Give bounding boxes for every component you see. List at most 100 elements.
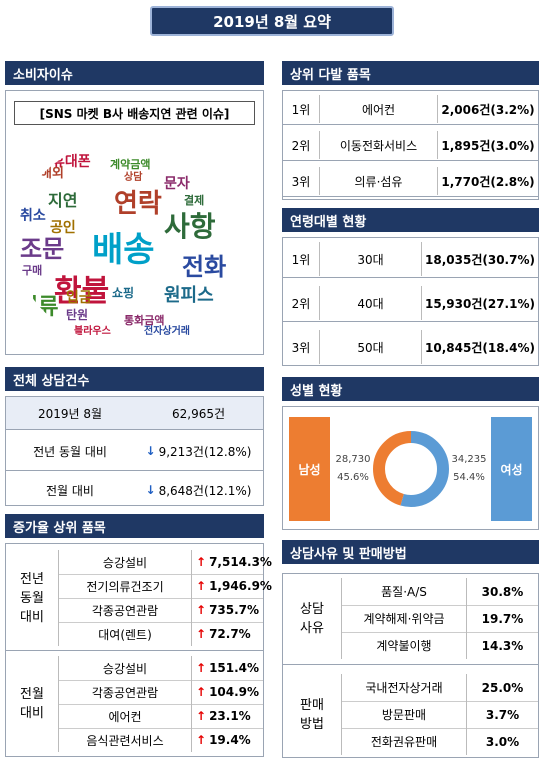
arrow-up-icon: ↑ bbox=[196, 603, 207, 617]
increase-row: 각종공연관람 ↑ 735.7% bbox=[59, 598, 263, 622]
age-row: 1위 30대 18,035건(30.7%) bbox=[283, 242, 538, 276]
word-cloud-term: 해외 bbox=[40, 166, 64, 181]
gender-donut-chart bbox=[373, 431, 449, 507]
rank-value: 1,895건(3.0%) bbox=[437, 131, 538, 159]
reason-value: 3.7% bbox=[466, 701, 538, 728]
age-panel: 1위 30대 18,035건(30.7%) 2위 40대 15,930건(27.1%) 3위… bbox=[282, 237, 539, 366]
increase-row: 승강설비 ↑ 151.4% bbox=[59, 656, 263, 680]
total-row-value: 8,648건(12.1%) bbox=[158, 483, 252, 498]
age-row: 3위 50대 10,845건(18.4%) bbox=[283, 330, 538, 364]
consumer-issue-panel: [SNS 마켓 B사 배송지연 관련 이슈] 배송 환불 사항 연락 조문 전화 의류 원피스… bbox=[5, 90, 264, 355]
word-cloud-term: 통화금액 bbox=[124, 314, 165, 327]
rank-item: 의류·섬유 bbox=[319, 167, 437, 195]
word-cloud-term: 구매 bbox=[22, 264, 43, 277]
increase-value: 72.7% bbox=[209, 627, 251, 641]
word-cloud-term: 연락 bbox=[114, 189, 162, 219]
word-cloud-term: 전화 bbox=[182, 253, 227, 281]
arrow-up-icon: ↑ bbox=[196, 555, 207, 569]
rank-item: 에어컨 bbox=[319, 95, 437, 123]
increase-item: 에어컨 bbox=[108, 709, 142, 724]
rank-item: 40대 bbox=[319, 286, 421, 320]
top-items-row: 3위 의류·섬유 1,770건(2.8%) bbox=[283, 167, 538, 195]
rank-label: 1위 bbox=[291, 102, 311, 117]
consumer-issue-header: 소비자이슈 bbox=[5, 61, 264, 85]
reason-group-label: 상담 사유 bbox=[300, 601, 324, 636]
total-row-label: 2019년 8월 bbox=[37, 406, 103, 421]
rank-label: 1위 bbox=[291, 252, 311, 267]
rank-label: 2위 bbox=[291, 296, 311, 311]
increase-value: 151.4% bbox=[209, 661, 260, 675]
reason-item: 품질·A/S bbox=[381, 585, 427, 599]
gender-header: 성별 현황 bbox=[282, 377, 539, 401]
arrow-up-icon: ↑ bbox=[196, 627, 207, 641]
age-row: 2위 40대 15,930건(27.1%) bbox=[283, 286, 538, 320]
reason-row: 계약불이행 14.3% bbox=[342, 632, 538, 659]
total-row: 2019년 8월 62,965건 bbox=[6, 397, 263, 429]
female-label: 여성 bbox=[500, 462, 523, 477]
total-row: 전년 동월 대비 ↓ 9,213건(12.8%) bbox=[6, 437, 263, 465]
increase-item: 각종공연관람 bbox=[91, 603, 159, 618]
word-cloud-term: 쇼핑 bbox=[112, 286, 135, 300]
top-items-panel: 1위 에어컨 2,006건(3.2%) 2위 이동전화서비스 1,895건(3.0%) 3위… bbox=[282, 90, 539, 200]
word-cloud-term: 탄원 bbox=[66, 308, 89, 322]
increase-value: 19.4% bbox=[209, 733, 251, 747]
reasons-panel: 상담 사유 품질·A/S 30.8% 계약해제·위약금 19.7% 계약불이행 14.3% 판… bbox=[282, 573, 539, 758]
male-label: 남성 bbox=[298, 462, 321, 477]
rank-label: 3위 bbox=[291, 174, 311, 189]
reasons-header: 상담사유 및 판매방법 bbox=[282, 540, 539, 564]
rank-item: 30대 bbox=[319, 242, 421, 276]
word-cloud-term: 전자상거래 bbox=[144, 326, 190, 337]
reason-item: 계약해제·위약금 bbox=[363, 612, 445, 626]
word-cloud-term: 조문 bbox=[20, 235, 65, 263]
rank-label: 2위 bbox=[291, 138, 311, 153]
word-cloud-term: 문자 bbox=[164, 176, 190, 192]
increase-panel: 전년 동월 대비 승강설비 ↑ 7,514.3% 전기의류건조기 ↑ 1,946.9% 각종공… bbox=[5, 543, 272, 757]
reason-group-label: 판매 방법 bbox=[300, 697, 324, 732]
increase-item: 전기의류건조기 bbox=[86, 579, 164, 594]
gender-panel: 남성 여성 28,730 45.6% 34,235 54.4% bbox=[282, 406, 539, 530]
male-pct: 45.6% bbox=[337, 472, 369, 483]
arrow-up-icon: ↑ bbox=[196, 733, 207, 747]
total-row-label: 전월 대비 bbox=[46, 483, 94, 498]
total-row-label: 전년 동월 대비 bbox=[33, 444, 107, 459]
page-title: 2019년 8월 요약 bbox=[150, 6, 394, 36]
word-cloud-term: 공인 bbox=[50, 220, 76, 236]
rank-value: 10,845건(18.4%) bbox=[421, 330, 538, 364]
reason-item: 계약불이행 bbox=[376, 639, 432, 653]
increase-value: 735.7% bbox=[209, 603, 260, 617]
total-row: 전월 대비 ↓ 8,648건(12.1%) bbox=[6, 475, 263, 505]
total-panel: 2019년 8월 62,965건 전년 동월 대비 ↓ 9,213건(12.8%)… bbox=[5, 396, 264, 506]
rank-value: 15,930건(27.1%) bbox=[421, 286, 538, 320]
word-cloud: 배송 환불 사항 연락 조문 전화 의류 원피스 문자 입금 휴대폰 지연 해외 취소 탄원 쇼핑 공인 통화금액… bbox=[14, 137, 255, 347]
arrow-up-icon: ↑ bbox=[196, 685, 207, 699]
male-count: 28,730 bbox=[335, 454, 371, 465]
female-stats: 34,235 54.4% bbox=[451, 451, 487, 487]
top-items-row: 2위 이동전화서비스 1,895건(3.0%) bbox=[283, 131, 538, 159]
increase-row: 음식관련서비스 ↑ 19.4% bbox=[59, 728, 263, 752]
word-cloud-term: 계약금액 bbox=[110, 158, 151, 171]
word-cloud-term: 지연 bbox=[48, 191, 78, 210]
word-cloud-term: 블라우스 bbox=[74, 326, 111, 337]
increase-item: 승강설비 bbox=[102, 555, 148, 570]
rank-label: 3위 bbox=[291, 340, 311, 355]
increase-value: 1,946.9% bbox=[209, 579, 272, 593]
word-cloud-term: 원피스 bbox=[164, 285, 214, 306]
word-cloud-term: 배송 bbox=[92, 230, 155, 270]
word-cloud-term: 의류 bbox=[18, 295, 59, 320]
word-cloud-term: 결제 bbox=[184, 194, 205, 207]
total-row-value: 9,213건(12.8%) bbox=[158, 444, 252, 459]
reason-row: 방문판매 3.7% bbox=[342, 701, 538, 728]
word-cloud-term: 휴대폰 bbox=[52, 154, 91, 170]
arrow-up-icon: ↑ bbox=[196, 579, 207, 593]
male-stats: 28,730 45.6% bbox=[335, 451, 371, 487]
rank-value: 1,770건(2.8%) bbox=[437, 167, 538, 195]
male-slice bbox=[373, 431, 449, 507]
issue-subtitle: [SNS 마켓 B사 배송지연 관련 이슈] bbox=[14, 101, 255, 125]
male-box: 남성 bbox=[289, 417, 330, 521]
reason-row: 계약해제·위약금 19.7% bbox=[342, 605, 538, 632]
reason-value: 3.0% bbox=[466, 728, 538, 755]
increase-item: 승강설비 bbox=[102, 661, 148, 676]
word-cloud-term: 환불 bbox=[54, 274, 110, 309]
increase-row: 각종공연관람 ↑ 104.9% bbox=[59, 680, 263, 704]
rank-value: 2,006건(3.2%) bbox=[437, 95, 538, 123]
